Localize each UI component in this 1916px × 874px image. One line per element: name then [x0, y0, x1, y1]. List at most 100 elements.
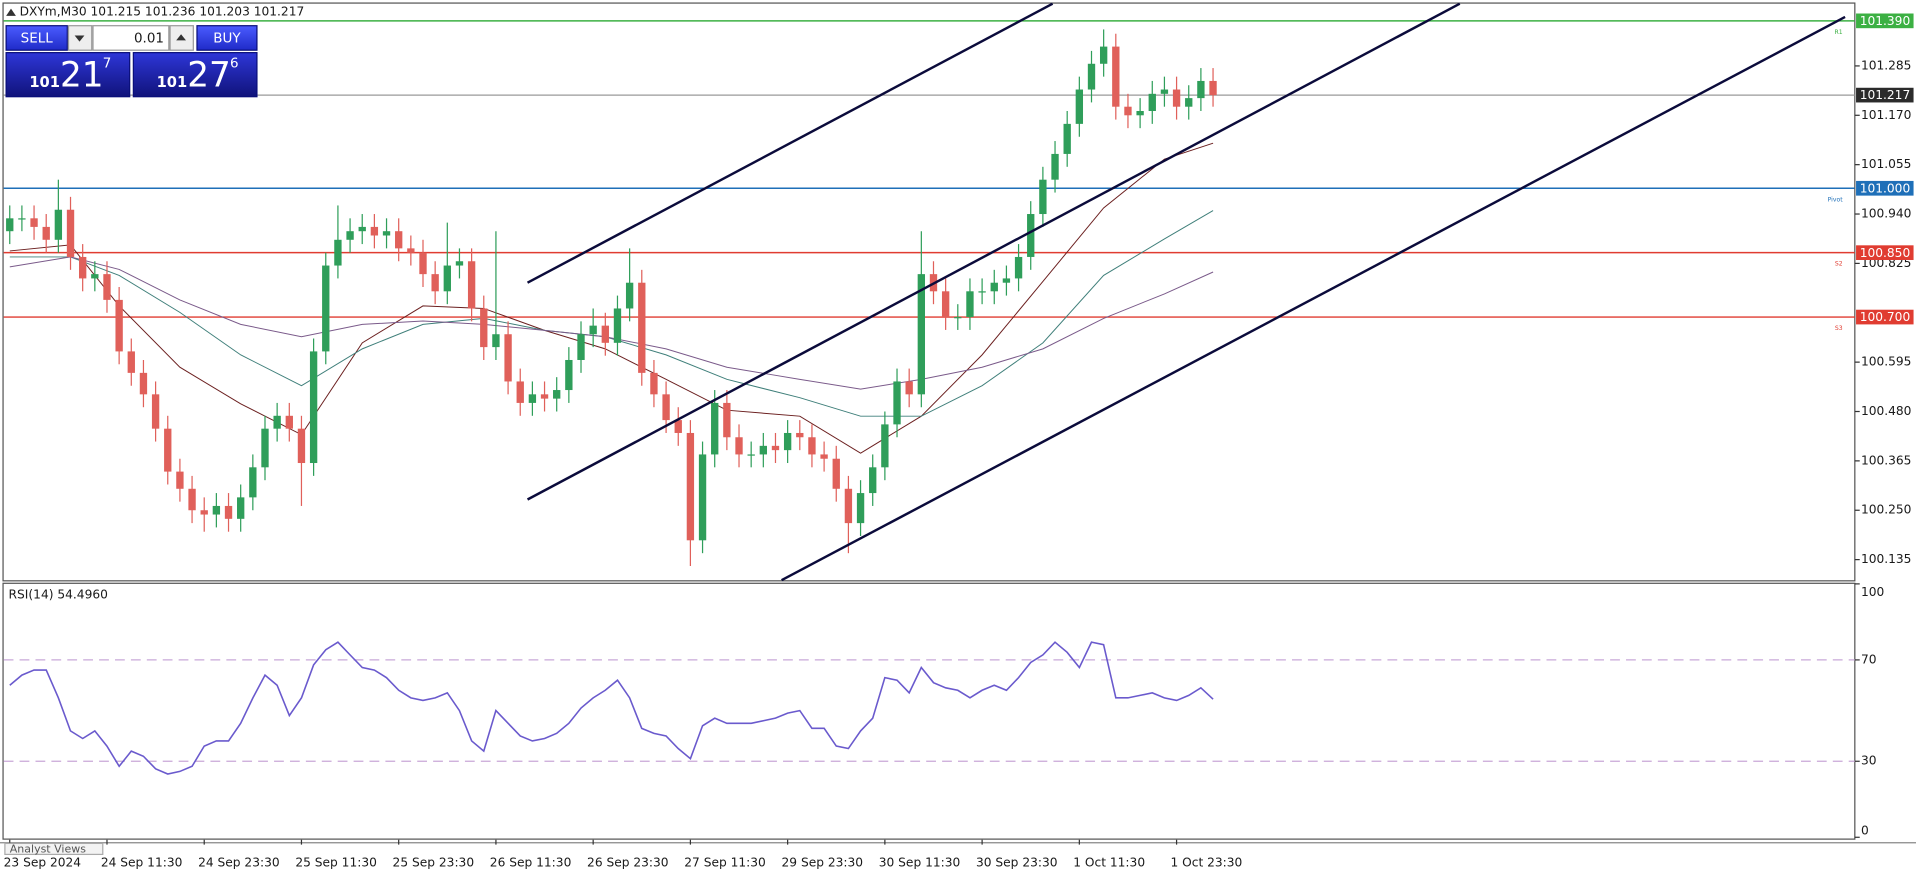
candle-body: [966, 291, 974, 318]
level-name: R1: [1834, 29, 1842, 36]
candle-body: [1185, 98, 1193, 107]
lot-value: 0.01: [134, 32, 164, 47]
x-tick-label: 24 Sep 11:30: [101, 855, 183, 869]
level-price-box: [1856, 245, 1914, 261]
collapse-icon[interactable]: [6, 8, 16, 16]
plot-layer: 100.135 100.250 100.365 100.480 100.595 100.8…: [3, 2, 1914, 869]
candle-body: [747, 454, 755, 456]
sell-price-box[interactable]: [5, 52, 131, 98]
candle-body: [540, 394, 549, 399]
x-tick-label: 25 Sep 23:30: [393, 855, 475, 869]
level-price-label: 100.850: [1860, 246, 1911, 260]
candle-body: [309, 351, 318, 464]
buy-button[interactable]: [196, 25, 258, 51]
candle-body: [954, 317, 962, 319]
y-tick-label: 100.595: [1861, 355, 1912, 369]
buy-big-figure: 101: [157, 74, 188, 91]
level-price-label: 100.700: [1860, 310, 1911, 324]
candle-body: [261, 428, 269, 468]
candle-body: [711, 402, 719, 455]
y-tick-label: 30: [1861, 754, 1877, 768]
y-tick-label: 70: [1861, 652, 1877, 666]
candle-body: [395, 231, 403, 249]
rsi-panel: [2, 582, 1856, 840]
candle-body: [881, 424, 889, 468]
candle-body: [91, 274, 99, 279]
candle-body: [589, 325, 597, 335]
last-price-label: 101.217: [1860, 88, 1911, 102]
candle-body: [783, 432, 792, 451]
candle-body: [577, 334, 585, 360]
sell-button[interactable]: [5, 25, 68, 51]
candle-body: [79, 256, 87, 279]
candle-body: [978, 291, 986, 293]
candle-body: [674, 420, 682, 433]
level-price-box: [1856, 180, 1914, 196]
candle-body: [492, 334, 500, 348]
y-tick-label: 100.135: [1861, 552, 1912, 566]
x-tick-label: 23 Sep 2024: [4, 855, 82, 869]
candle-body: [941, 291, 950, 318]
candle-body: [735, 437, 743, 455]
candle-body: [990, 282, 998, 292]
candle-body: [638, 282, 646, 373]
candle-body: [1051, 153, 1059, 180]
candle-body: [273, 415, 281, 429]
x-tick-label: 1 Oct 23:30: [1170, 855, 1242, 869]
candle-body: [820, 454, 828, 459]
candle-body: [370, 226, 379, 236]
lot-input[interactable]: [92, 25, 170, 51]
buy-fraction: 6: [230, 57, 239, 72]
last-price-box: [1856, 87, 1914, 103]
candle-body: [176, 471, 184, 489]
candle-body: [188, 488, 196, 511]
candle-body: [382, 231, 391, 236]
candle-body: [346, 231, 354, 240]
candle-body: [1112, 46, 1120, 107]
candle-body: [285, 415, 293, 429]
y-tick-label: 100: [1861, 585, 1884, 599]
candle-body: [759, 445, 767, 455]
candle-body: [771, 445, 780, 451]
x-tick-label: 30 Sep 23:30: [976, 855, 1058, 869]
x-tick-label: 29 Sep 23:30: [782, 855, 864, 869]
buy-price-box[interactable]: [132, 52, 258, 98]
candle-body: [1136, 110, 1144, 116]
candle-body: [723, 402, 731, 438]
candle-body: [504, 334, 512, 382]
candle-body: [1014, 256, 1023, 279]
candle-body: [698, 454, 707, 541]
y-tick-label: 101.055: [1861, 157, 1912, 171]
candle-body: [151, 394, 160, 429]
candle-body: [139, 372, 148, 395]
down-arrow: [74, 35, 85, 42]
candle-body: [905, 381, 913, 395]
candle-body: [1027, 214, 1035, 257]
ohlc: 101.215 101.236 101.203 101.217: [91, 5, 305, 19]
candle-body: [115, 299, 123, 352]
candle-body: [443, 265, 451, 292]
y-tick-label: 101.170: [1861, 108, 1912, 122]
y-tick-label: 101.285: [1861, 58, 1912, 72]
candle-body: [625, 282, 634, 309]
x-tick-label: 24 Sep 23:30: [198, 855, 280, 869]
candle-body: [18, 218, 26, 220]
level-name: Pivot: [1828, 196, 1844, 203]
x-tick-label: 27 Sep 11:30: [684, 855, 766, 869]
candle-body: [1075, 89, 1084, 124]
candle-body: [224, 505, 233, 519]
candle-body: [553, 390, 561, 399]
candle-body: [1172, 89, 1181, 107]
y-tick-label: 100.250: [1861, 503, 1912, 517]
candle-body: [1209, 80, 1217, 96]
candle-body: [237, 497, 245, 519]
overlay-layer: DXYm,M30 101.215 101.236 101.203 101.217…: [4, 5, 305, 856]
trendline: [526, 2, 1054, 284]
x-tick-label: 30 Sep 11:30: [879, 855, 961, 869]
candle-body: [662, 394, 670, 421]
footer-tab[interactable]: [4, 842, 104, 856]
level-price-box: [1856, 309, 1914, 325]
candle-body: [856, 493, 865, 524]
candle-body: [164, 428, 172, 472]
